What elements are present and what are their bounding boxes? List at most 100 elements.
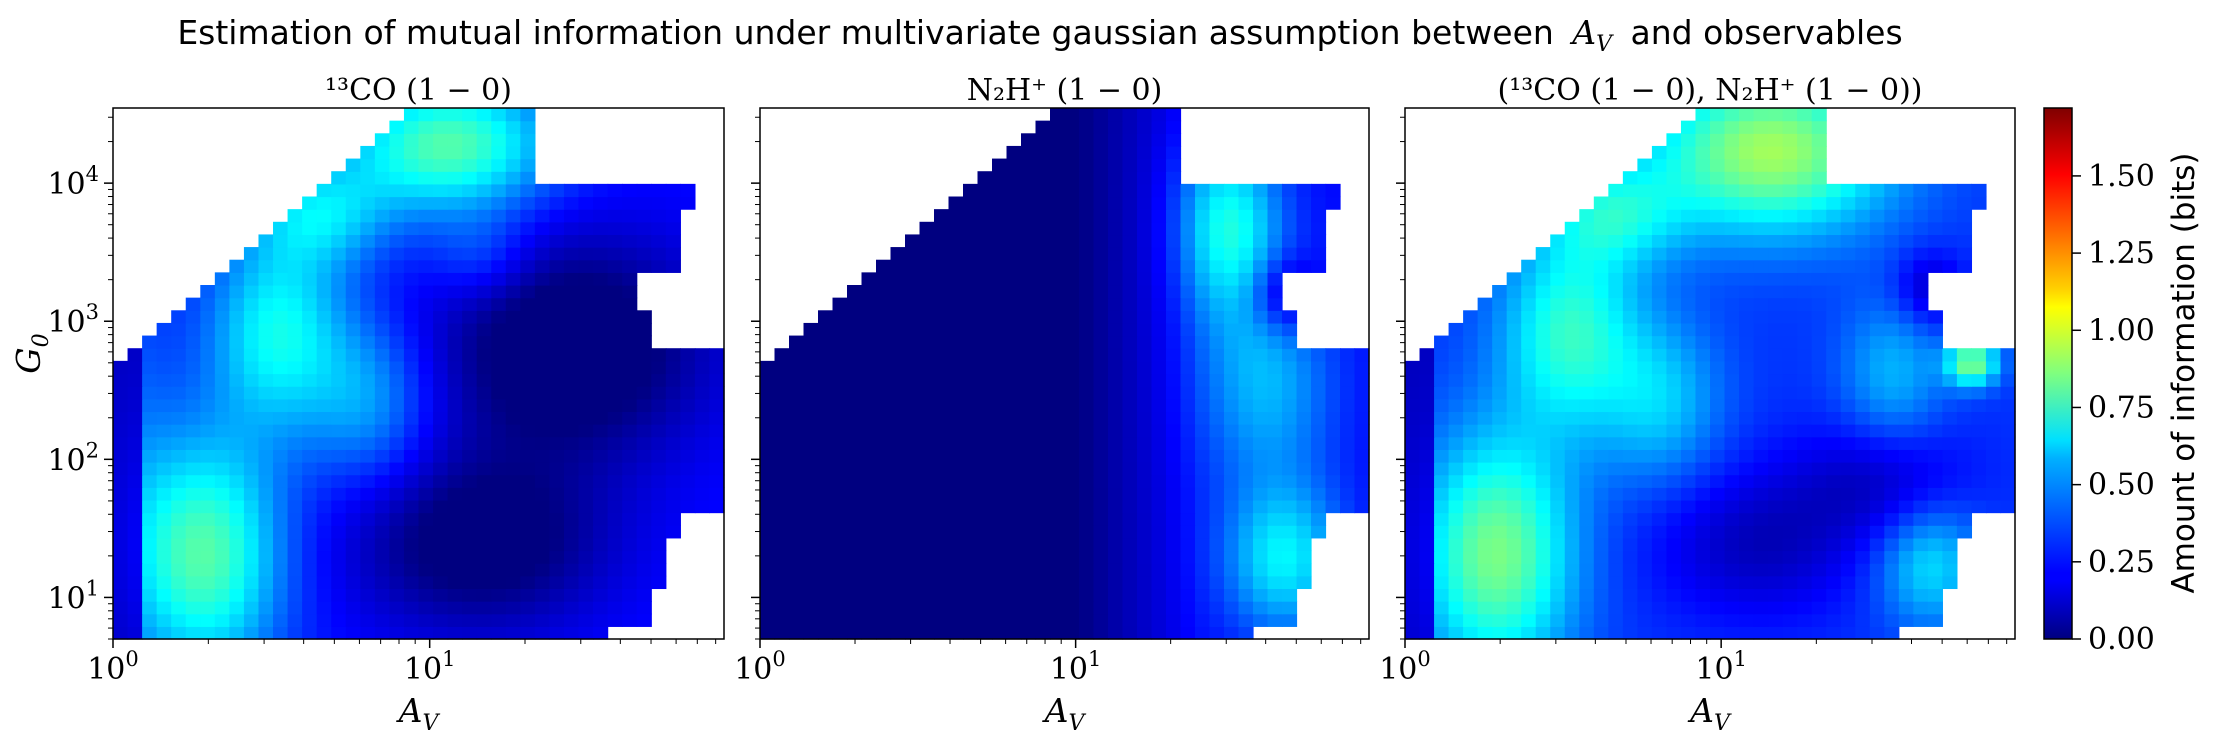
heatmap-cell	[1913, 209, 1929, 223]
heatmap-cell	[1622, 221, 1638, 236]
heatmap-cell	[1695, 436, 1711, 450]
heatmap-cell	[876, 575, 892, 590]
heatmap-cell	[462, 588, 478, 602]
heatmap-cell	[1492, 335, 1508, 349]
heatmap-cell	[1079, 499, 1095, 514]
heatmap-cell	[1739, 626, 1755, 640]
heatmap-cell	[549, 626, 565, 640]
heatmap-cell	[1593, 487, 1609, 501]
heatmap-cell	[1195, 449, 1211, 463]
heatmap-cell	[1463, 373, 1479, 387]
heatmap-cell	[1666, 297, 1682, 311]
heatmap-cell	[774, 424, 790, 438]
heatmap-cell	[1108, 234, 1124, 248]
heatmap-cell	[1151, 398, 1167, 413]
heatmap-cell	[360, 158, 376, 172]
heatmap-cell	[1354, 462, 1370, 476]
heatmap-cell	[1108, 221, 1124, 236]
heatmap-cell	[1550, 512, 1566, 526]
heatmap-cell	[447, 474, 463, 488]
heatmap-cell	[243, 247, 260, 261]
heatmap-cell	[919, 411, 935, 425]
heatmap-cell	[534, 247, 551, 261]
heatmap-cell	[1434, 588, 1450, 602]
heatmap-cell	[1340, 398, 1356, 413]
heatmap-cell	[273, 487, 289, 501]
heatmap-cell	[563, 462, 580, 476]
heatmap-cell	[331, 183, 347, 198]
heatmap-cell	[1971, 373, 1987, 387]
heatmap-cell	[113, 398, 129, 413]
heatmap-cell	[1463, 550, 1479, 564]
heatmap-cell	[847, 462, 863, 476]
heatmap-cell	[1224, 386, 1240, 400]
heatmap-cell	[127, 386, 143, 400]
heatmap-cell	[1797, 183, 1813, 198]
heatmap-cell	[1006, 411, 1022, 425]
heatmap-cell	[1985, 373, 2002, 387]
heatmap-cell	[636, 512, 652, 526]
heatmap-cell	[607, 335, 623, 349]
heatmap-cell	[876, 474, 892, 488]
heatmap-cell	[1296, 196, 1312, 210]
heatmap-cell	[447, 360, 463, 375]
heatmap-cell	[1050, 259, 1066, 273]
heatmap-cell	[1521, 575, 1537, 590]
panel-3: 100 101(¹³CO (1 − 0), N₂H⁺ (1 − 0))AV	[1379, 73, 2016, 736]
heatmap-cell	[1797, 259, 1813, 273]
heatmap-cell	[360, 436, 376, 450]
heatmap-cell	[1137, 133, 1153, 147]
heatmap-cell	[1942, 487, 1958, 501]
heatmap-cell	[818, 373, 834, 387]
heatmap-cell	[1006, 563, 1022, 577]
heatmap-cell	[1710, 487, 1726, 501]
heatmap-cell	[593, 462, 609, 476]
heatmap-cell	[1064, 525, 1080, 539]
heatmap-cell	[1608, 322, 1624, 337]
heatmap-cell	[1550, 259, 1566, 273]
heatmap-cell	[1898, 221, 1914, 236]
heatmap-cell	[1840, 247, 1856, 261]
heatmap-cell	[331, 613, 347, 627]
heatmap-cell	[1753, 335, 1769, 349]
heatmap-cell	[1768, 386, 1784, 400]
heatmap-cell	[243, 449, 260, 463]
heatmap-cell	[360, 297, 376, 311]
heatmap-cell	[1311, 348, 1327, 362]
heatmap-cell	[491, 512, 507, 526]
heatmap-cell	[563, 537, 580, 552]
heatmap-cell	[1064, 487, 1080, 501]
heatmap-cell	[636, 373, 652, 387]
heatmap-cell	[185, 487, 201, 501]
heatmap-cell	[389, 221, 405, 236]
heatmap-cell	[1956, 424, 1973, 438]
heatmap-cell	[578, 247, 594, 261]
heatmap-cell	[876, 272, 892, 286]
heatmap-cell	[1224, 537, 1240, 552]
heatmap-cell	[1224, 487, 1240, 501]
heatmap-cell	[1122, 310, 1138, 324]
heatmap-cell	[607, 563, 623, 577]
heatmap-cell	[1477, 626, 1493, 640]
y-tick-base: 10	[47, 167, 85, 202]
heatmap-cell	[447, 310, 463, 324]
heatmap-cell	[563, 335, 580, 349]
heatmap-cell	[447, 563, 463, 577]
heatmap-cell	[403, 386, 420, 400]
heatmap-cell	[919, 259, 935, 273]
heatmap-cell	[534, 335, 551, 349]
heatmap-cell	[1492, 386, 1508, 400]
heatmap-cell	[433, 196, 449, 210]
heatmap-cell	[1884, 386, 1900, 400]
heatmap-cell	[258, 411, 274, 425]
heatmap-cell	[214, 550, 230, 564]
heatmap-cell	[1680, 221, 1697, 236]
heatmap-cell	[374, 613, 391, 627]
heatmap-cell	[977, 601, 993, 615]
heatmap-cell	[1651, 563, 1668, 577]
heatmap-cell	[992, 411, 1008, 425]
heatmap-cell	[680, 360, 696, 375]
heatmap-cell	[1985, 487, 2002, 501]
heatmap-cell	[1637, 259, 1653, 273]
heatmap-cell	[1079, 487, 1095, 501]
